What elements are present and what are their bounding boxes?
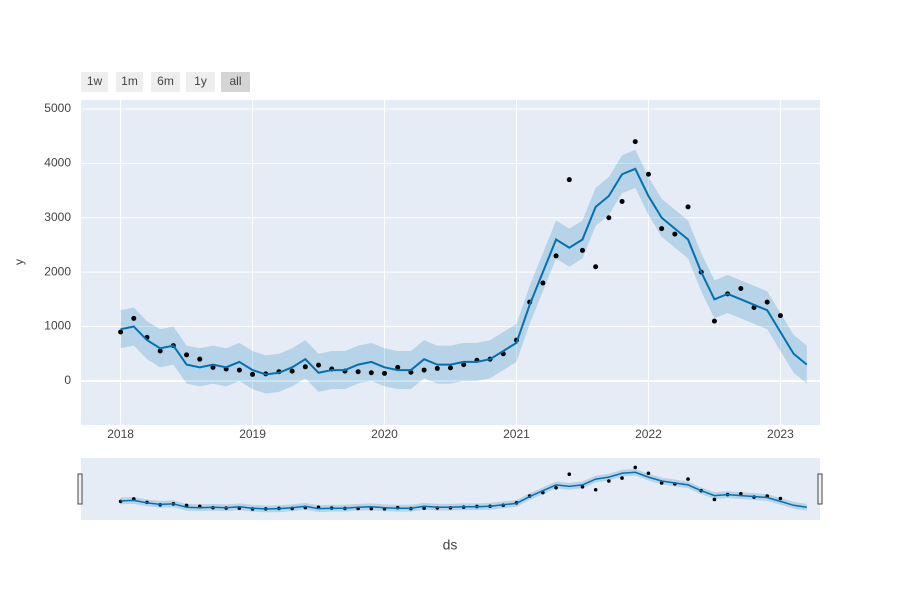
data-point — [659, 226, 665, 232]
slider-data-point — [686, 477, 690, 481]
range-button-label[interactable]: all — [229, 74, 241, 88]
x-tick-label: 2023 — [767, 427, 794, 441]
range-handle[interactable] — [817, 473, 823, 505]
data-point — [289, 368, 295, 374]
range-button-label[interactable]: 6m — [157, 74, 174, 88]
y-tick-label: 4000 — [44, 156, 71, 170]
slider-data-point — [422, 506, 426, 510]
slider-data-point — [778, 496, 783, 501]
data-point — [131, 315, 137, 321]
y-tick-label: 3000 — [44, 210, 71, 224]
data-point — [738, 285, 744, 291]
range-handle[interactable] — [77, 473, 83, 505]
data-point — [632, 139, 638, 145]
data-point — [118, 329, 124, 335]
data-point — [461, 362, 467, 368]
data-point — [645, 171, 651, 177]
x-tick-label: 2022 — [635, 427, 662, 441]
slider-data-point — [712, 497, 717, 502]
slider-data-point — [554, 486, 558, 490]
range-button[interactable] — [81, 72, 108, 92]
slider-data-point — [739, 491, 743, 496]
data-point — [553, 253, 559, 259]
data-point — [685, 204, 691, 210]
data-point — [368, 370, 374, 376]
slider-data-point — [659, 481, 664, 485]
slider-data-point — [607, 479, 611, 483]
range-button-label[interactable]: 1m — [121, 74, 138, 88]
x-tick-label: 2020 — [371, 427, 398, 441]
data-point — [593, 264, 599, 270]
y-tick-label: 2000 — [44, 264, 71, 278]
data-point — [421, 367, 427, 373]
forecast-line — [120, 167, 808, 376]
range-button[interactable] — [116, 72, 143, 92]
data-point — [197, 356, 203, 362]
range-button[interactable] — [221, 72, 250, 92]
data-point — [606, 215, 612, 221]
data-point — [250, 371, 256, 377]
data-point — [395, 364, 401, 370]
data-point — [316, 362, 322, 368]
data-point — [579, 247, 585, 253]
range-button-label[interactable]: 1w — [87, 74, 103, 88]
data-point — [184, 352, 190, 358]
x-axis-label: ds — [443, 537, 458, 553]
slider-data-point — [369, 506, 374, 511]
range-button-label[interactable]: 1y — [194, 74, 207, 88]
data-point — [711, 318, 717, 324]
data-point — [157, 348, 163, 354]
data-point — [672, 231, 678, 237]
slider-data-point — [646, 471, 651, 476]
data-point — [236, 367, 242, 373]
data-point — [302, 364, 308, 370]
x-tick-label: 2019 — [239, 427, 266, 441]
slider-data-point — [593, 487, 598, 492]
range-button[interactable] — [151, 72, 180, 92]
slider-data-point — [580, 485, 585, 489]
x-tick-label: 2021 — [503, 427, 530, 441]
data-point — [540, 280, 546, 286]
slider-forecast-line — [120, 471, 807, 510]
data-point — [434, 365, 440, 371]
data-point — [448, 365, 453, 371]
y-tick-label: 0 — [64, 373, 71, 387]
slider-data-point — [633, 465, 638, 470]
data-point — [619, 198, 625, 204]
forecast-band — [120, 149, 807, 394]
data-point — [355, 369, 361, 375]
data-point — [764, 299, 770, 305]
x-tick-label: 2018 — [107, 427, 134, 441]
data-point — [382, 370, 388, 376]
slider-data-point — [620, 476, 624, 480]
data-point — [777, 313, 783, 319]
y-axis-label: y — [12, 259, 26, 265]
range-button[interactable] — [186, 72, 215, 92]
slider-data-point — [567, 472, 572, 477]
data-point — [566, 177, 572, 183]
y-tick-label: 5000 — [44, 101, 71, 115]
y-tick-label: 1000 — [44, 319, 71, 333]
data-point — [210, 364, 216, 370]
